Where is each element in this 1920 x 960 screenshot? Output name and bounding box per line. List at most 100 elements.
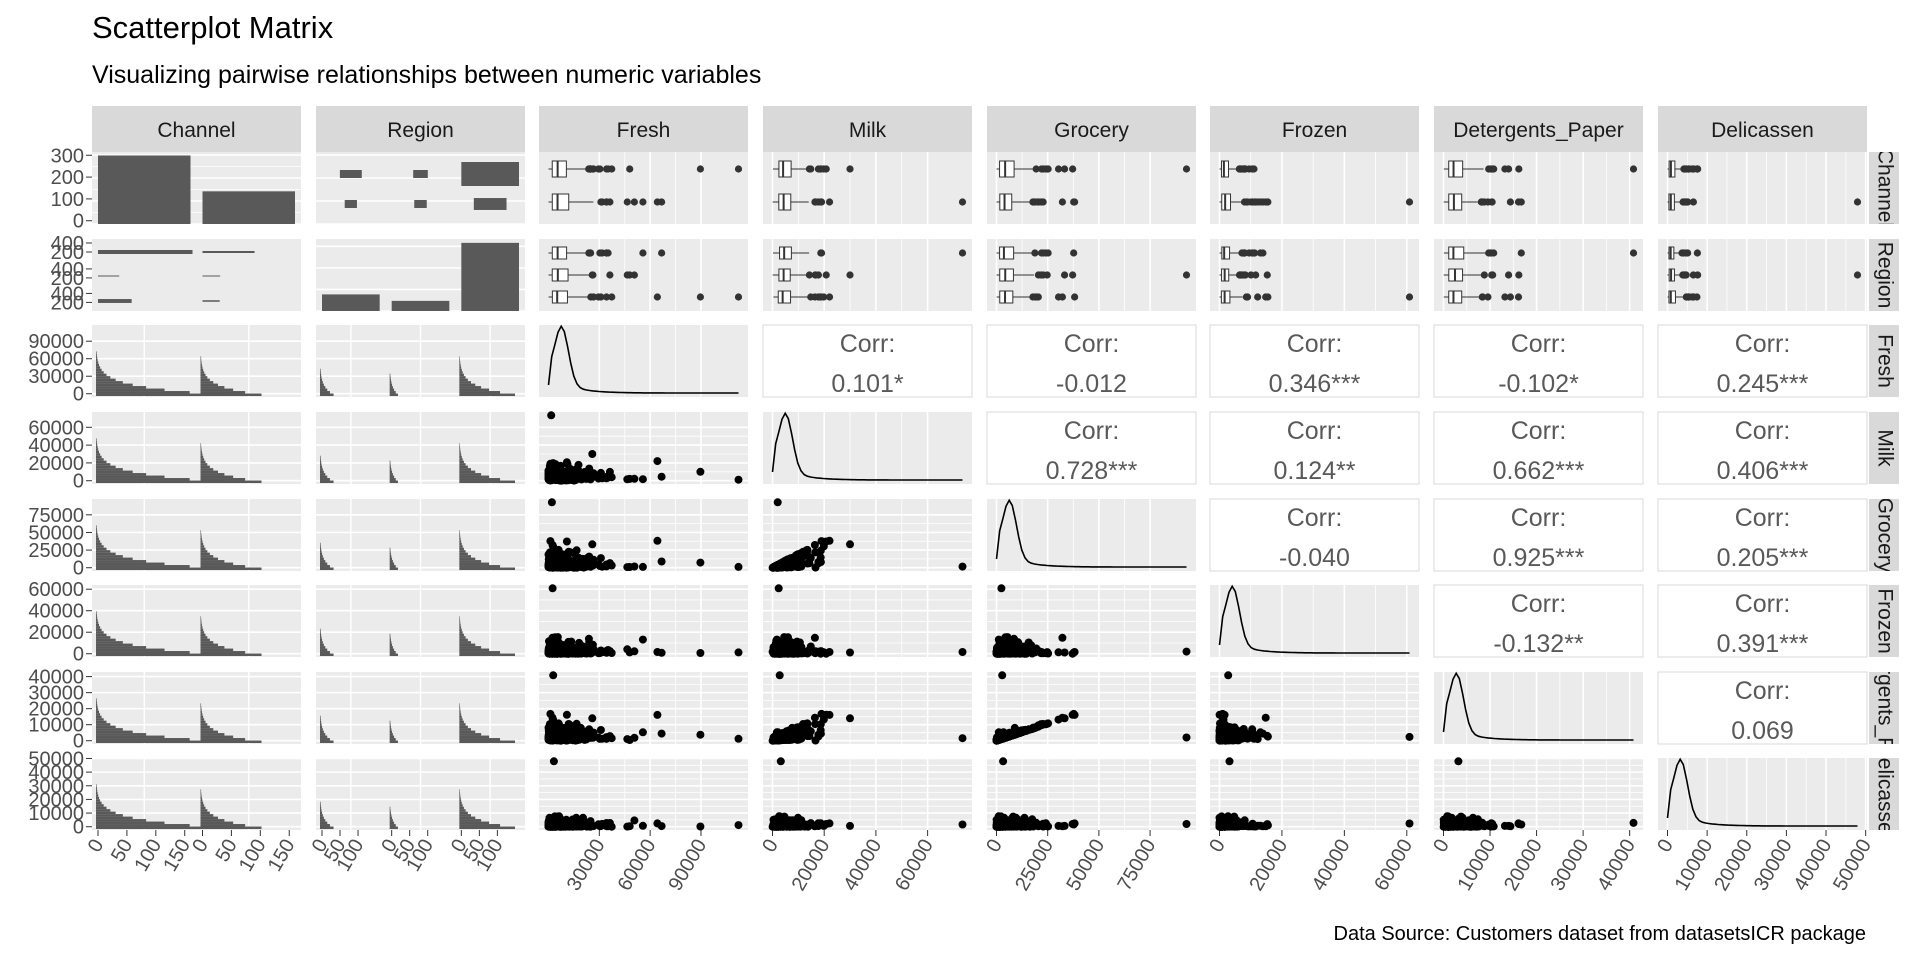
outlier-point — [825, 198, 834, 206]
strip-background — [1210, 106, 1419, 152]
histogram-bar — [459, 618, 461, 622]
histogram-bar — [200, 636, 208, 639]
corr-label: Corr: — [1735, 590, 1791, 618]
scatter-point — [582, 562, 591, 571]
histogram-bar — [320, 545, 321, 548]
histogram-bar — [96, 532, 98, 536]
column-strip-detergents_paper: Detergents_Paper — [1434, 106, 1643, 152]
histogram-bar — [96, 530, 98, 533]
histogram-bar — [459, 371, 463, 374]
histogram-bar — [320, 381, 323, 384]
corr-label: Corr: — [1287, 504, 1343, 532]
scatter-point — [696, 649, 705, 657]
histogram-bar — [96, 542, 102, 546]
corr-label: Corr: — [1511, 330, 1567, 358]
histogram-bar — [320, 463, 322, 466]
column-strip-delicassen: Delicassen — [1658, 106, 1867, 152]
histogram-bar — [96, 366, 101, 369]
histogram-bar — [459, 708, 461, 711]
scatter-point — [596, 554, 605, 563]
outlier-point — [639, 198, 647, 206]
x-tick-label: 30000 — [1750, 836, 1797, 895]
bar — [202, 275, 221, 277]
histogram-bar — [459, 560, 482, 563]
histogram-bar — [96, 465, 116, 469]
histogram-bar — [320, 393, 334, 396]
histogram-bar — [459, 468, 472, 471]
histogram-bar — [96, 438, 97, 441]
box — [551, 193, 570, 211]
histogram-bar — [459, 361, 461, 364]
outlier-point — [1070, 249, 1078, 257]
histogram-bar — [389, 636, 391, 639]
histogram-bar — [459, 478, 501, 481]
x-tick-label: 0 — [84, 836, 109, 857]
histogram-bar — [200, 371, 205, 374]
x-tick-label: 20000 — [1500, 836, 1547, 895]
boxplot — [1219, 246, 1267, 260]
column-strip-label: Channel — [157, 119, 235, 142]
x-tick-label: 40000 — [1593, 836, 1640, 895]
histogram-bar — [459, 733, 482, 736]
histogram-bar — [200, 465, 210, 469]
y-tick-label: 200 — [51, 242, 84, 264]
histogram-bar — [96, 651, 190, 654]
outlier-point — [1488, 198, 1496, 206]
outlier-point — [608, 293, 616, 301]
histogram-bar — [200, 710, 202, 714]
scatter-point — [846, 714, 854, 723]
histogram-bar — [200, 388, 234, 392]
outlier-point — [846, 165, 854, 173]
column-strip-label: Grocery — [1054, 119, 1129, 142]
y-tick-label: 200 — [51, 292, 84, 314]
histogram-bar — [459, 366, 462, 369]
x-tick-label: 0 — [982, 836, 1007, 857]
histogram-bar — [320, 391, 330, 394]
histogram-bar — [200, 631, 205, 634]
box — [777, 290, 792, 304]
row-strip-label: Channel — [1873, 149, 1896, 227]
boxplot — [1667, 246, 1701, 260]
panel-channel-channel — [92, 152, 301, 225]
boxplot — [996, 160, 1191, 178]
y-tick-label: 200 — [51, 167, 84, 189]
histogram-bar — [389, 562, 395, 566]
boxplot — [772, 268, 854, 282]
outlier-point — [1259, 249, 1267, 257]
corr-panel-grocery-delicassen: Corr: 0.205*** — [1657, 498, 1868, 572]
histogram-bar — [459, 537, 461, 541]
boxplot — [1443, 193, 1525, 211]
outlier-point — [1484, 293, 1492, 301]
histogram-bar — [459, 363, 461, 367]
scatter-point — [638, 635, 647, 644]
scatter-point — [638, 728, 647, 737]
x-tick-label: 20000 — [788, 836, 835, 895]
corr-label: Corr: — [1735, 504, 1791, 532]
y-tick-label: 10000 — [28, 715, 84, 737]
x-tick-label: 20000 — [1245, 836, 1292, 895]
scatter-point — [997, 584, 1006, 593]
histogram-bar — [459, 651, 501, 654]
histogram-bar — [96, 393, 225, 396]
histogram-bar — [200, 648, 234, 652]
histogram-bar — [96, 562, 165, 566]
histogram-bar — [96, 363, 100, 367]
outlier-point — [1251, 249, 1259, 257]
x-tick-label: 60000 — [614, 836, 661, 895]
corr-value: 0.205*** — [1717, 544, 1809, 572]
panel-border — [1209, 411, 1420, 485]
y-tick-label: 0 — [73, 731, 84, 753]
panel-region-frozen — [1210, 239, 1419, 311]
histogram-bar — [320, 465, 323, 469]
scatter-point — [776, 646, 785, 655]
panel-milk-fresh — [539, 411, 748, 485]
outlier-point — [958, 198, 967, 206]
corr-label: Corr: — [1511, 504, 1567, 532]
strip-background — [763, 106, 972, 152]
histogram-bar — [200, 565, 246, 568]
box — [551, 290, 568, 304]
histogram-bar — [389, 725, 391, 729]
histogram-bar — [200, 540, 203, 543]
scatter-point — [564, 720, 573, 728]
panel-region-milk — [763, 239, 972, 311]
